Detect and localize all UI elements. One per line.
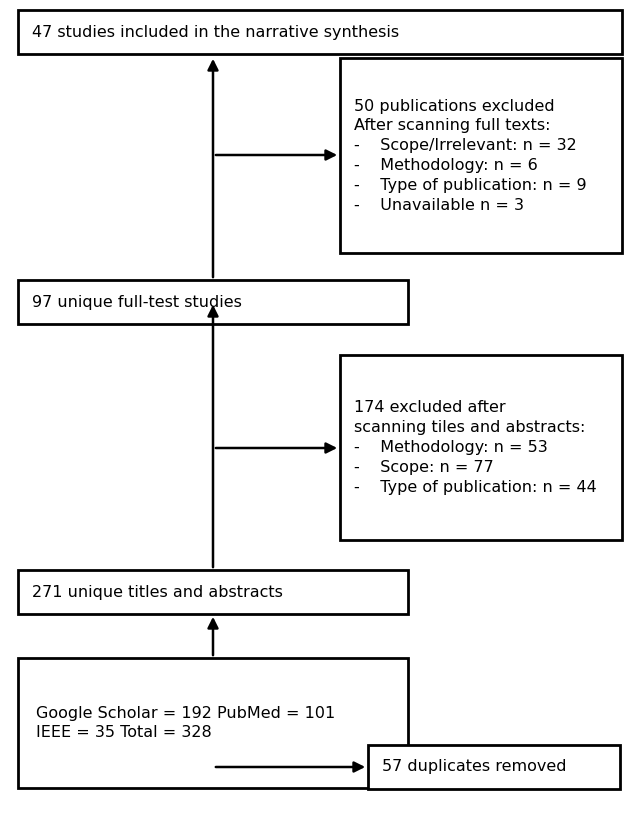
Text: 271 unique titles and abstracts: 271 unique titles and abstracts	[32, 585, 283, 600]
Text: 97 unique full-test studies: 97 unique full-test studies	[32, 295, 242, 310]
Text: 57 duplicates removed: 57 duplicates removed	[382, 760, 566, 775]
Bar	[18, 10, 622, 54]
Bar	[340, 355, 622, 540]
Text: 47 studies included in the narrative synthesis: 47 studies included in the narrative syn…	[32, 24, 399, 39]
Bar	[368, 745, 620, 789]
Bar	[18, 280, 408, 324]
Text: 50 publications excluded
After scanning full texts:
-    Scope/Irrelevant: n = 3: 50 publications excluded After scanning …	[354, 98, 587, 212]
Text: 174 excluded after
scanning tiles and abstracts:
-    Methodology: n = 53
-    S: 174 excluded after scanning tiles and ab…	[354, 401, 596, 495]
Bar	[340, 58, 622, 253]
Bar	[18, 570, 408, 614]
Text: Google Scholar = 192 PubMed = 101
IEEE = 35 Total = 328: Google Scholar = 192 PubMed = 101 IEEE =…	[36, 706, 335, 741]
Bar	[18, 658, 408, 788]
